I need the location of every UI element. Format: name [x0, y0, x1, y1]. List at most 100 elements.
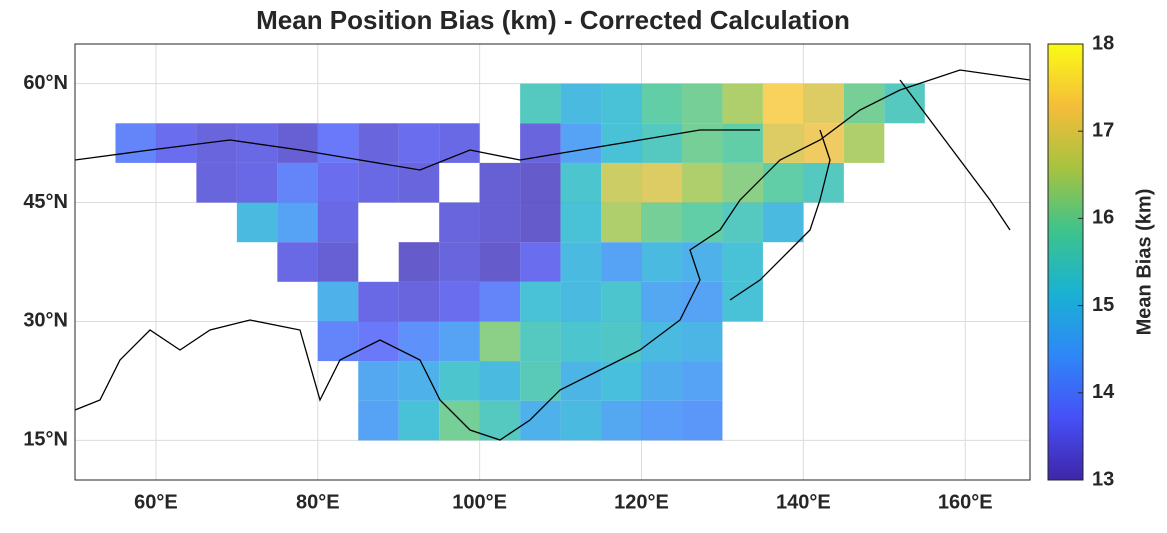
- cell: [601, 242, 642, 282]
- coastline: [729, 129, 831, 301]
- colorbar-tick-label: 14: [1092, 381, 1115, 403]
- cell: [317, 281, 359, 322]
- cell: [722, 202, 763, 243]
- cell: [641, 83, 682, 124]
- cell: [398, 281, 440, 322]
- cell: [479, 321, 521, 362]
- cell: [560, 202, 602, 243]
- cell: [520, 400, 561, 441]
- cell: [115, 123, 156, 163]
- cell: [277, 242, 318, 282]
- cell: [236, 123, 278, 163]
- cell: [560, 83, 602, 124]
- cell: [439, 400, 480, 441]
- cell: [520, 361, 561, 401]
- chart-title: Mean Position Bias (km) - Corrected Calc…: [256, 5, 850, 35]
- cell: [439, 361, 480, 401]
- cell: [560, 361, 602, 401]
- coastlines: [75, 69, 1030, 441]
- cell: [560, 123, 602, 163]
- cell: [560, 242, 602, 282]
- y-tick-label: 60°N: [23, 72, 68, 94]
- cell: [601, 162, 642, 203]
- cell: [884, 83, 925, 124]
- cell: [641, 321, 682, 362]
- cell: [155, 123, 197, 163]
- cell: [601, 400, 642, 441]
- cell: [843, 123, 885, 163]
- x-tick-label: 120°E: [614, 491, 669, 513]
- cell: [520, 281, 561, 322]
- cell: [722, 162, 763, 203]
- cell: [803, 123, 844, 163]
- cell: [803, 162, 844, 203]
- cell: [560, 162, 602, 203]
- cell: [560, 321, 602, 362]
- x-tick-label: 100°E: [452, 491, 507, 513]
- cell: [722, 83, 763, 124]
- cell: [641, 361, 682, 401]
- cell: [479, 202, 521, 243]
- cell: [196, 162, 237, 203]
- colorbar-label: Mean Bias (km): [1133, 189, 1155, 336]
- cell: [439, 202, 480, 243]
- cell: [479, 361, 521, 401]
- cell: [722, 281, 763, 322]
- cell: [277, 202, 318, 243]
- cell: [236, 162, 278, 203]
- cell: [762, 162, 804, 203]
- cell: [601, 361, 642, 401]
- cell: [681, 123, 723, 163]
- cell: [398, 321, 440, 362]
- coastline: [75, 69, 1030, 441]
- cell: [560, 400, 602, 441]
- x-tick-label: 160°E: [938, 491, 993, 513]
- cell: [762, 83, 804, 124]
- cell: [641, 202, 682, 243]
- cell: [479, 162, 521, 203]
- cell: [520, 242, 561, 282]
- cell: [681, 162, 723, 203]
- cell: [722, 242, 763, 282]
- cell: [439, 321, 480, 362]
- cell: [317, 242, 359, 282]
- coastline: [899, 79, 1011, 231]
- cell: [681, 361, 723, 401]
- colorbar-tick-label: 15: [1092, 294, 1114, 316]
- cell: [398, 242, 440, 282]
- cell: [439, 123, 480, 163]
- colorbar-tick-label: 18: [1092, 32, 1114, 54]
- colorbar-tick-label: 16: [1092, 207, 1114, 229]
- cell: [398, 162, 440, 203]
- cell: [439, 242, 480, 282]
- cell: [317, 202, 359, 243]
- cell: [358, 400, 399, 441]
- cell: [520, 321, 561, 362]
- heatmap: [115, 83, 925, 441]
- y-tick-label: 45°N: [23, 191, 68, 213]
- cell: [398, 123, 440, 163]
- cell: [601, 321, 642, 362]
- cell: [641, 400, 682, 441]
- cell: [479, 400, 521, 441]
- cell: [601, 281, 642, 322]
- cell: [358, 123, 399, 163]
- cell: [641, 281, 682, 322]
- cell: [479, 281, 521, 322]
- cell: [681, 281, 723, 322]
- cell: [520, 202, 561, 243]
- cell: [520, 83, 561, 124]
- cell: [358, 361, 399, 401]
- cell: [439, 281, 480, 322]
- y-tick-label: 30°N: [23, 310, 68, 332]
- cell: [601, 83, 642, 124]
- cell: [277, 123, 318, 163]
- y-tick-label: 15°N: [23, 429, 68, 451]
- border: [75, 129, 760, 171]
- cell: [317, 162, 359, 203]
- cell: [641, 162, 682, 203]
- cell: [358, 281, 399, 322]
- cell: [317, 321, 359, 362]
- cell: [803, 83, 844, 124]
